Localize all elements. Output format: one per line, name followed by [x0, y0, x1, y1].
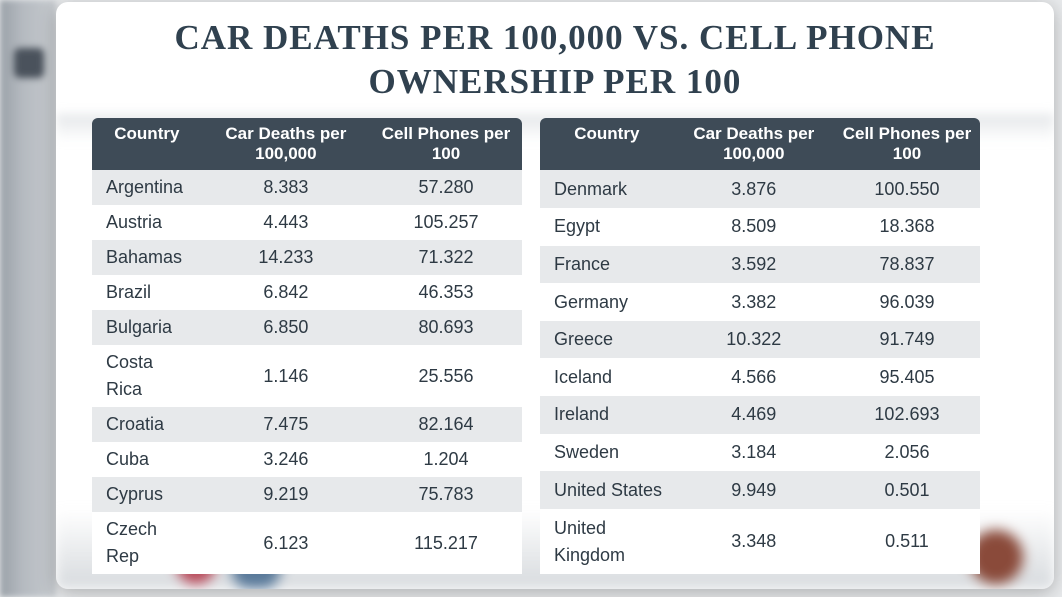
cell-country: Austria — [92, 205, 202, 240]
cell-phones: 78.837 — [834, 246, 980, 284]
cell-deaths: 6.842 — [202, 275, 370, 310]
cell-phones: 2.056 — [834, 434, 980, 472]
table-row: United States9.9490.501 — [540, 471, 980, 509]
cell-deaths: 4.566 — [674, 358, 834, 396]
cell-country: Cyprus — [92, 477, 202, 512]
cell-country: Cuba — [92, 442, 202, 477]
table-body-right: Denmark3.876100.550Egypt8.50918.368Franc… — [540, 170, 980, 574]
content-card: CAR DEATHS PER 100,000 VS. CELL PHONE OW… — [56, 2, 1054, 589]
table-row: United Kingdom3.3480.511 — [540, 509, 980, 574]
col-country: Country — [92, 118, 202, 171]
cell-phones: 46.353 — [370, 275, 522, 310]
col-phones: Cell Phones per 100 — [834, 118, 980, 171]
table-row: Greece10.32291.749 — [540, 321, 980, 359]
cell-phones: 0.501 — [834, 471, 980, 509]
cell-country: Egypt — [540, 208, 674, 246]
table-row: Ireland4.469102.693 — [540, 396, 980, 434]
side-panel-blur — [0, 0, 56, 597]
cell-phones: 1.204 — [370, 442, 522, 477]
cell-country: United Kingdom — [540, 509, 674, 574]
cell-country: Iceland — [540, 358, 674, 396]
cell-phones: 0.511 — [834, 509, 980, 574]
cell-deaths: 8.383 — [202, 170, 370, 205]
cell-phones: 105.257 — [370, 205, 522, 240]
cell-country: Argentina — [92, 170, 202, 205]
data-table-right: Country Car Deaths per 100,000 Cell Phon… — [540, 118, 980, 575]
col-deaths: Car Deaths per 100,000 — [674, 118, 834, 171]
cell-deaths: 3.246 — [202, 442, 370, 477]
table-row: Cuba3.2461.204 — [92, 442, 522, 477]
table-row: Denmark3.876100.550 — [540, 170, 980, 208]
table-body-left: Argentina8.38357.280Austria4.443105.257B… — [92, 170, 522, 574]
cell-country: Sweden — [540, 434, 674, 472]
cell-deaths: 8.509 — [674, 208, 834, 246]
cell-deaths: 7.475 — [202, 407, 370, 442]
side-panel-icon-blur — [14, 48, 44, 78]
table-row: Cyprus9.21975.783 — [92, 477, 522, 512]
table-row: Croatia7.47582.164 — [92, 407, 522, 442]
tables-container: Country Car Deaths per 100,000 Cell Phon… — [56, 110, 1054, 575]
cell-deaths: 6.850 — [202, 310, 370, 345]
cell-country: Denmark — [540, 170, 674, 208]
cell-deaths: 4.469 — [674, 396, 834, 434]
table-row: France3.59278.837 — [540, 246, 980, 284]
cell-country: Czech Rep — [92, 512, 202, 574]
cell-deaths: 3.348 — [674, 509, 834, 574]
col-deaths: Car Deaths per 100,000 — [202, 118, 370, 171]
table-row: Czech Rep6.123115.217 — [92, 512, 522, 574]
cell-phones: 100.550 — [834, 170, 980, 208]
table-row: Austria4.443105.257 — [92, 205, 522, 240]
table-row: Egypt8.50918.368 — [540, 208, 980, 246]
table-row: Germany3.38296.039 — [540, 283, 980, 321]
cell-deaths: 6.123 — [202, 512, 370, 574]
cell-country: Germany — [540, 283, 674, 321]
table-row: Argentina8.38357.280 — [92, 170, 522, 205]
col-country: Country — [540, 118, 674, 171]
cell-country: Greece — [540, 321, 674, 359]
cell-phones: 71.322 — [370, 240, 522, 275]
cell-deaths: 3.876 — [674, 170, 834, 208]
cell-country: Costa Rica — [92, 345, 202, 407]
cell-country: Bahamas — [92, 240, 202, 275]
cell-phones: 18.368 — [834, 208, 980, 246]
cell-deaths: 9.949 — [674, 471, 834, 509]
cell-phones: 102.693 — [834, 396, 980, 434]
cell-deaths: 3.592 — [674, 246, 834, 284]
table-row: Brazil6.84246.353 — [92, 275, 522, 310]
cell-phones: 25.556 — [370, 345, 522, 407]
cell-country: Croatia — [92, 407, 202, 442]
cell-phones: 80.693 — [370, 310, 522, 345]
table-row: Costa Rica1.14625.556 — [92, 345, 522, 407]
cell-phones: 95.405 — [834, 358, 980, 396]
data-table-left: Country Car Deaths per 100,000 Cell Phon… — [92, 118, 522, 575]
cell-country: United States — [540, 471, 674, 509]
cell-phones: 96.039 — [834, 283, 980, 321]
table-row: Bahamas14.23371.322 — [92, 240, 522, 275]
table-row: Sweden3.1842.056 — [540, 434, 980, 472]
cell-phones: 57.280 — [370, 170, 522, 205]
cell-phones: 75.783 — [370, 477, 522, 512]
cell-deaths: 1.146 — [202, 345, 370, 407]
cell-country: Bulgaria — [92, 310, 202, 345]
cell-deaths: 4.443 — [202, 205, 370, 240]
cell-phones: 115.217 — [370, 512, 522, 574]
cell-phones: 91.749 — [834, 321, 980, 359]
col-phones: Cell Phones per 100 — [370, 118, 522, 171]
table-row: Bulgaria6.85080.693 — [92, 310, 522, 345]
cell-deaths: 9.219 — [202, 477, 370, 512]
cell-country: Brazil — [92, 275, 202, 310]
cell-deaths: 10.322 — [674, 321, 834, 359]
cell-deaths: 3.184 — [674, 434, 834, 472]
cell-deaths: 3.382 — [674, 283, 834, 321]
cell-phones: 82.164 — [370, 407, 522, 442]
cell-country: France — [540, 246, 674, 284]
cell-deaths: 14.233 — [202, 240, 370, 275]
table-row: Iceland4.56695.405 — [540, 358, 980, 396]
page-title: CAR DEATHS PER 100,000 VS. CELL PHONE OW… — [56, 2, 1054, 110]
cell-country: Ireland — [540, 396, 674, 434]
